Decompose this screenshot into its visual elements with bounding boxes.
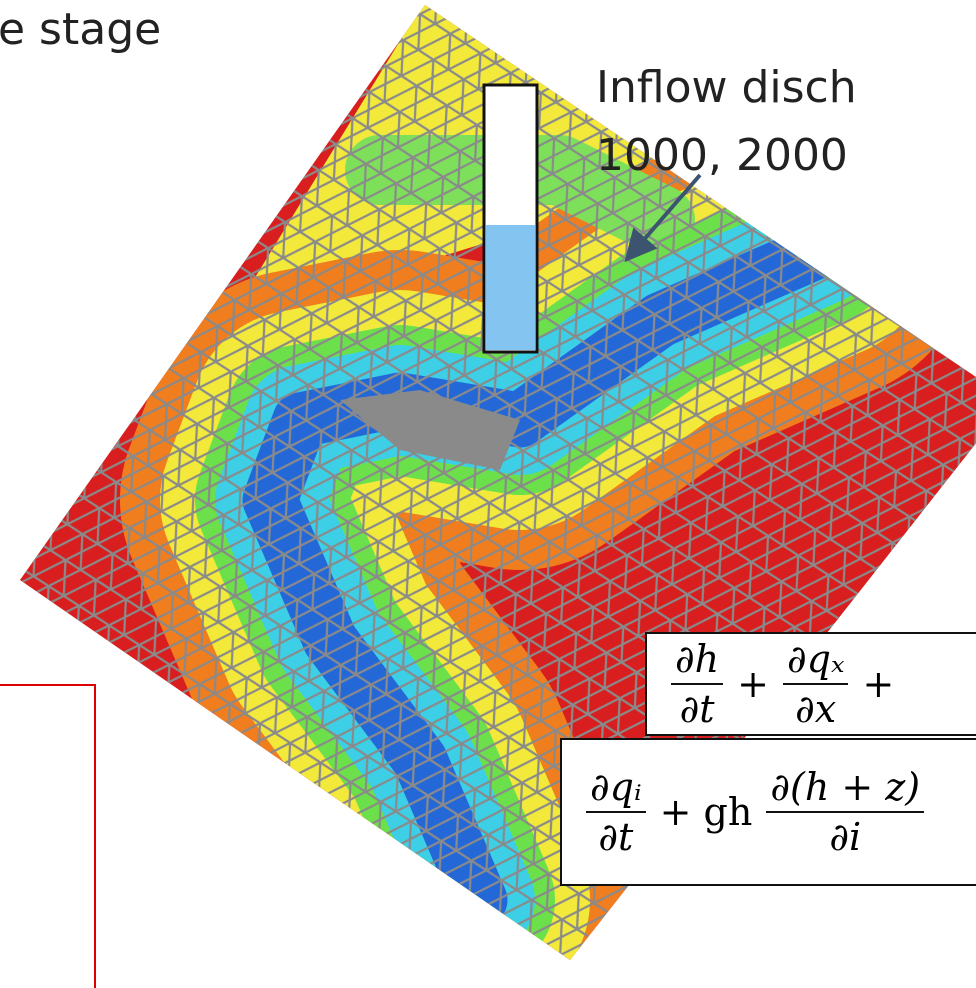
n: ∂qₓ <box>783 637 848 685</box>
frac: ∂qₓ∂x <box>783 637 848 731</box>
red-box <box>0 685 95 988</box>
d: ∂x <box>795 685 836 731</box>
equation: ∂qᵢ∂t + gh ∂(h + z)∂i <box>560 738 976 886</box>
n: ∂qᵢ <box>586 765 646 813</box>
page: e stage Inflow disch 1000, 2000 ∂h∂t+∂qₓ… <box>0 0 976 988</box>
label: Inflow disch <box>596 62 857 113</box>
gauge-water <box>486 225 535 350</box>
op: + gh <box>660 790 753 834</box>
n: ∂(h + z) <box>766 765 924 813</box>
d: ∂t <box>598 813 633 859</box>
d: ∂i <box>829 813 861 859</box>
d: ∂t <box>680 685 715 731</box>
op: + <box>737 662 769 706</box>
op: + <box>862 662 894 706</box>
frac: ∂h∂t <box>671 637 723 731</box>
n: ∂h <box>671 637 723 685</box>
label: e stage <box>0 4 161 55</box>
frac: ∂qᵢ∂t <box>586 765 646 859</box>
equation: ∂h∂t + ∂qₓ∂x + <box>645 632 976 736</box>
frac: ∂(h + z)∂i <box>766 765 924 859</box>
label: 1000, 2000 <box>596 130 848 181</box>
